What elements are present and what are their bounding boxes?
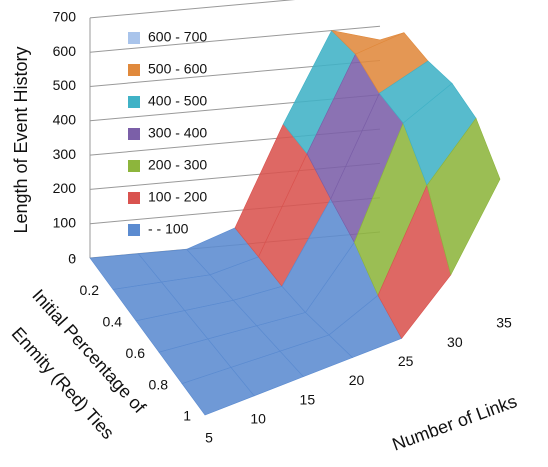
legend-label: 500 - 600 <box>148 61 207 77</box>
x-tick-label: 15 <box>300 391 316 407</box>
legend-swatch <box>128 64 140 76</box>
legend-swatch <box>128 32 140 44</box>
legend-label: 300 - 400 <box>148 125 207 141</box>
y-tick-label: 0.8 <box>149 376 169 392</box>
x-tick-label: 25 <box>398 353 414 369</box>
y-tick-label: 0.6 <box>126 345 146 361</box>
grid-line <box>89 0 296 19</box>
z-tick-label: 500 <box>53 77 77 93</box>
legend-label: 400 - 500 <box>148 93 207 109</box>
z-tick-label: 400 <box>53 112 77 128</box>
x-tick-label: 10 <box>250 411 266 427</box>
legend-swatch <box>128 96 140 108</box>
y-tick-label: 0.2 <box>80 282 100 298</box>
x-tick-label: 35 <box>496 315 512 331</box>
y-axis-title: Enmity (Red) Ties <box>8 323 119 443</box>
z-tick-label: 100 <box>53 214 77 230</box>
z-tick-label: 200 <box>53 180 77 196</box>
legend-label: - - 100 <box>148 221 189 237</box>
z-tick-label: 600 <box>53 43 77 59</box>
legend-swatch <box>128 192 140 204</box>
legend-swatch <box>128 160 140 172</box>
legend-swatch <box>128 128 140 140</box>
surface-cell <box>426 117 501 276</box>
legend-label: 100 - 200 <box>148 189 207 205</box>
z-tick-label: 300 <box>53 146 77 162</box>
x-tick-label: 20 <box>349 372 365 388</box>
y-tick-label: 0 <box>68 251 76 267</box>
z-axis-title: Length of Event History <box>11 46 31 233</box>
y-tick-label: 1 <box>183 408 191 424</box>
z-tick-label: 700 <box>53 9 77 25</box>
z-tick-label: - <box>71 249 76 265</box>
x-axis-title: Number of Links <box>390 391 520 455</box>
legend-swatch <box>128 224 140 236</box>
legend-label: 600 - 700 <box>148 29 207 45</box>
y-tick-label: 0.4 <box>103 314 123 330</box>
x-tick-label: 5 <box>205 430 213 446</box>
legend-label: 200 - 300 <box>148 157 207 173</box>
x-tick-label: 30 <box>447 334 463 350</box>
